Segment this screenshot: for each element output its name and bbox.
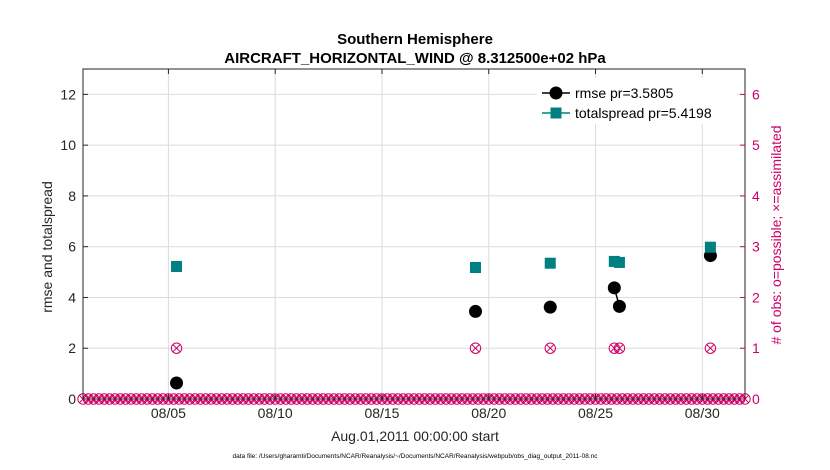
footnote: data file: /Users/gharamti/Documents/NCA… — [233, 453, 599, 460]
y2-tick-label: 4 — [752, 188, 760, 204]
y2-tick-label: 5 — [752, 137, 760, 153]
legend-box — [537, 78, 737, 124]
x-tick-label: 08/15 — [364, 405, 399, 421]
y-tick-label: 2 — [68, 340, 76, 356]
x-tick-label: 08/25 — [578, 405, 613, 421]
obs-assimilated-point — [172, 344, 181, 353]
y-tick-label: 8 — [68, 188, 76, 204]
obs-possible-point — [544, 342, 556, 354]
data-layer — [77, 241, 751, 405]
y-tick-label: 10 — [60, 137, 76, 153]
x-tick-label: 08/30 — [685, 405, 720, 421]
ticks-layer: 08/05 08/10 08/15 08/20 08/25 08/300246810120… — [60, 69, 760, 421]
y2-tick-label: 3 — [752, 239, 760, 255]
y-tick-label: 12 — [60, 86, 76, 102]
y2-tick-label: 2 — [752, 289, 760, 305]
x-tick-label: 08/10 — [258, 405, 293, 421]
obs-assimilated-point — [615, 344, 624, 353]
y-tick-label: 0 — [68, 391, 76, 407]
obs-possible-point — [170, 342, 183, 354]
rmse-point — [612, 299, 626, 313]
x-axis-label: Aug.01,2011 00:00:00 start — [331, 428, 499, 444]
legend-spread-label: totalspread pr=5.4198 — [575, 105, 712, 121]
totalspread-point — [613, 256, 625, 268]
plot-frame — [82, 68, 746, 400]
totalspread-point — [171, 260, 183, 272]
y2-tick-label: 1 — [752, 340, 760, 356]
obs-possible-point — [469, 342, 482, 354]
y2-tick-label: 0 — [752, 391, 760, 407]
y2-tick-label: 6 — [752, 86, 760, 102]
y-axis-label: rmse and totalspread — [39, 181, 55, 313]
legend-rmse-marker — [549, 86, 563, 100]
x-tick-label: 08/05 — [151, 405, 186, 421]
rmse-point — [607, 281, 621, 295]
chart-title: Southern Hemisphere — [337, 31, 493, 48]
obs-possible-point — [704, 342, 717, 354]
chart-subtitle: AIRCRAFT_HORIZONTAL_WIND @ 8.312500e+02 … — [224, 50, 606, 67]
obs-assimilated-point — [546, 344, 555, 353]
obs-assimilated-point — [706, 344, 715, 353]
rmse-point — [543, 300, 557, 314]
legend-spread-marker — [550, 107, 562, 119]
legend: rmse pr=3.5805 totalspread pr=5.4198 — [537, 78, 737, 124]
obs-assimilated-point — [471, 344, 480, 353]
rmse-point — [469, 304, 483, 318]
legend-rmse-label: rmse pr=3.5805 — [575, 85, 674, 101]
rmse-point — [170, 376, 184, 390]
x-tick-label: 08/20 — [471, 405, 506, 421]
y-tick-label: 4 — [68, 289, 76, 305]
totalspread-point — [544, 257, 556, 269]
y2-axis-label: # of obs: o=possible; ×=assimilated — [768, 125, 784, 344]
y-tick-label: 6 — [68, 239, 76, 255]
totalspread-point — [704, 241, 716, 253]
totalspread-point — [470, 262, 482, 274]
